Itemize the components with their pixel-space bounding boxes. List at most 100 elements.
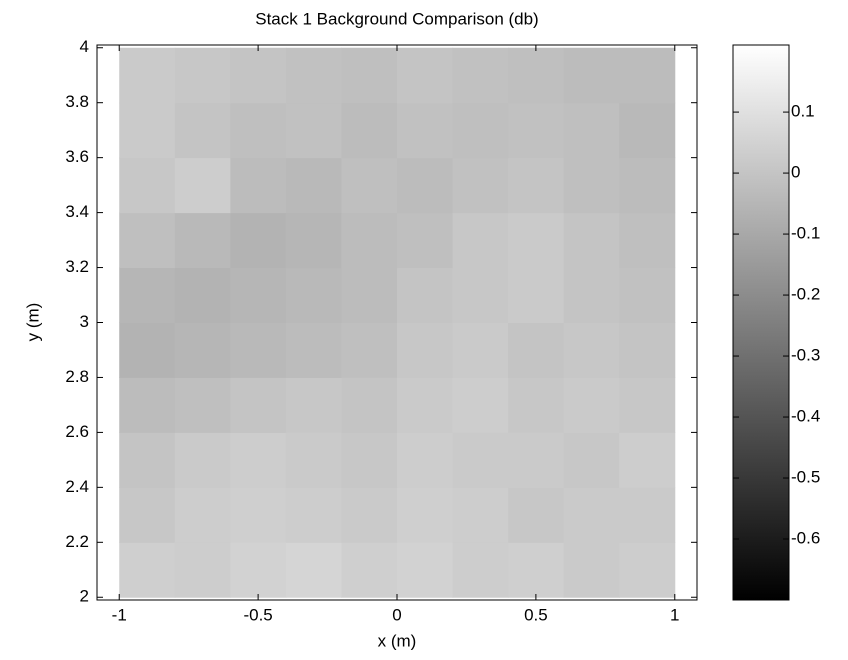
heatmap-cell	[174, 487, 231, 543]
heatmap-cell	[119, 432, 176, 488]
heatmap-cell	[563, 267, 620, 323]
heatmap-cell	[508, 157, 565, 214]
heatmap-cell	[397, 212, 454, 269]
x-tick-label: -0.5	[243, 605, 272, 624]
heatmap-cell	[341, 322, 398, 378]
colorbar-tick-label: -0.6	[791, 528, 820, 547]
heatmap-cell	[508, 47, 565, 104]
colorbar	[732, 44, 790, 601]
heatmap-cell	[174, 102, 231, 159]
heatmap-cell	[397, 432, 454, 488]
heatmap-cell	[285, 212, 342, 269]
heatmap-cell	[619, 157, 676, 214]
heatmap-cell	[119, 157, 176, 214]
x-tick-label: -1	[112, 605, 127, 624]
heatmap-cell	[563, 102, 620, 159]
heatmap-cell	[230, 542, 287, 598]
heatmap-cell	[230, 267, 287, 323]
heatmap-cell	[341, 157, 398, 214]
heatmap-cell	[619, 102, 676, 159]
colorbar-tick-label: 0.1	[791, 102, 815, 121]
heatmap-cell	[508, 267, 565, 323]
heatmap-cell	[285, 157, 342, 214]
heatmap-cell	[452, 542, 509, 598]
heatmap-cell	[619, 322, 676, 378]
x-tick-label: 0.5	[524, 605, 548, 624]
heatmap-cell	[452, 487, 509, 543]
heatmap-cell	[452, 267, 509, 323]
heatmap-cell	[508, 212, 565, 269]
y-tick-label: 2.2	[65, 532, 89, 551]
heatmap-cell	[619, 212, 676, 269]
colorbar-tick-label: -0.4	[791, 407, 820, 426]
heatmap-cell	[174, 377, 231, 433]
heatmap-cell	[397, 267, 454, 323]
heatmap-cell	[397, 102, 454, 159]
heatmap-cell	[285, 102, 342, 159]
heatmap-cell	[508, 102, 565, 159]
heatmap-cell	[285, 377, 342, 433]
heatmap-cell	[397, 487, 454, 543]
heatmap-cell	[508, 487, 565, 543]
y-tick-label: 2.6	[65, 422, 89, 441]
heatmap-cell	[341, 432, 398, 488]
y-tick-label: 2.4	[65, 477, 89, 496]
heatmap-cell	[341, 377, 398, 433]
heatmap-cell	[174, 322, 231, 378]
heatmap-cell	[563, 432, 620, 488]
heatmap-cell	[619, 542, 676, 598]
y-tick-label: 3.2	[65, 257, 89, 276]
heatmap-cell	[341, 47, 398, 104]
heatmap-cell	[397, 47, 454, 104]
heatmap-cell	[563, 157, 620, 214]
heatmap-cell	[230, 377, 287, 433]
heatmap-cell	[563, 542, 620, 598]
heatmap-cell	[174, 542, 231, 598]
heatmap-cell	[452, 377, 509, 433]
heatmap-cell	[563, 377, 620, 433]
y-tick-label: 2	[80, 587, 89, 606]
heatmap-cell	[174, 212, 231, 269]
heatmap-cell	[119, 377, 176, 433]
x-tick-label: 0	[392, 605, 401, 624]
heatmap-cell	[230, 47, 287, 104]
heatmap-cell	[174, 432, 231, 488]
heatmap-cell	[230, 212, 287, 269]
heatmap-cell	[619, 47, 676, 104]
colorbar-tick-label: -0.5	[791, 468, 820, 487]
x-tick-label: 1	[670, 605, 679, 624]
heatmap-cell	[230, 487, 287, 543]
colorbar-tick-label: -0.2	[791, 285, 820, 304]
heatmap-cell	[119, 267, 176, 323]
colorbar-tick-label: -0.1	[791, 224, 820, 243]
heatmap-cell	[452, 212, 509, 269]
colorbar-tick-label: 0	[791, 163, 800, 182]
heatmap-cell	[341, 212, 398, 269]
heatmap-cell	[397, 542, 454, 598]
heatmap-cell	[397, 157, 454, 214]
heatmap-cell	[119, 322, 176, 378]
heatmap-cell	[563, 322, 620, 378]
heatmap-cell	[563, 487, 620, 543]
heatmap-cell	[119, 47, 176, 104]
heatmap-cell	[619, 377, 676, 433]
y-axis-label: y (m)	[23, 303, 42, 342]
heatmap-cell	[508, 377, 565, 433]
y-tick-label: 3	[80, 312, 89, 331]
heatmap-cell	[174, 157, 231, 214]
heatmap-cell	[230, 157, 287, 214]
heatmap-cell	[397, 377, 454, 433]
heatmap-cell	[452, 322, 509, 378]
heatmap-cell	[452, 102, 509, 159]
heatmap-cell	[119, 102, 176, 159]
heatmap-cell	[119, 212, 176, 269]
y-tick-label: 3.8	[65, 92, 89, 111]
heatmap-cell	[341, 267, 398, 323]
heatmap-cell	[452, 157, 509, 214]
heatmap-cell	[341, 487, 398, 543]
chart-title: Stack 1 Background Comparison (db)	[255, 9, 538, 28]
heatmap-cell	[174, 267, 231, 323]
heatmap-cell	[119, 487, 176, 543]
heatmap-cell	[230, 432, 287, 488]
